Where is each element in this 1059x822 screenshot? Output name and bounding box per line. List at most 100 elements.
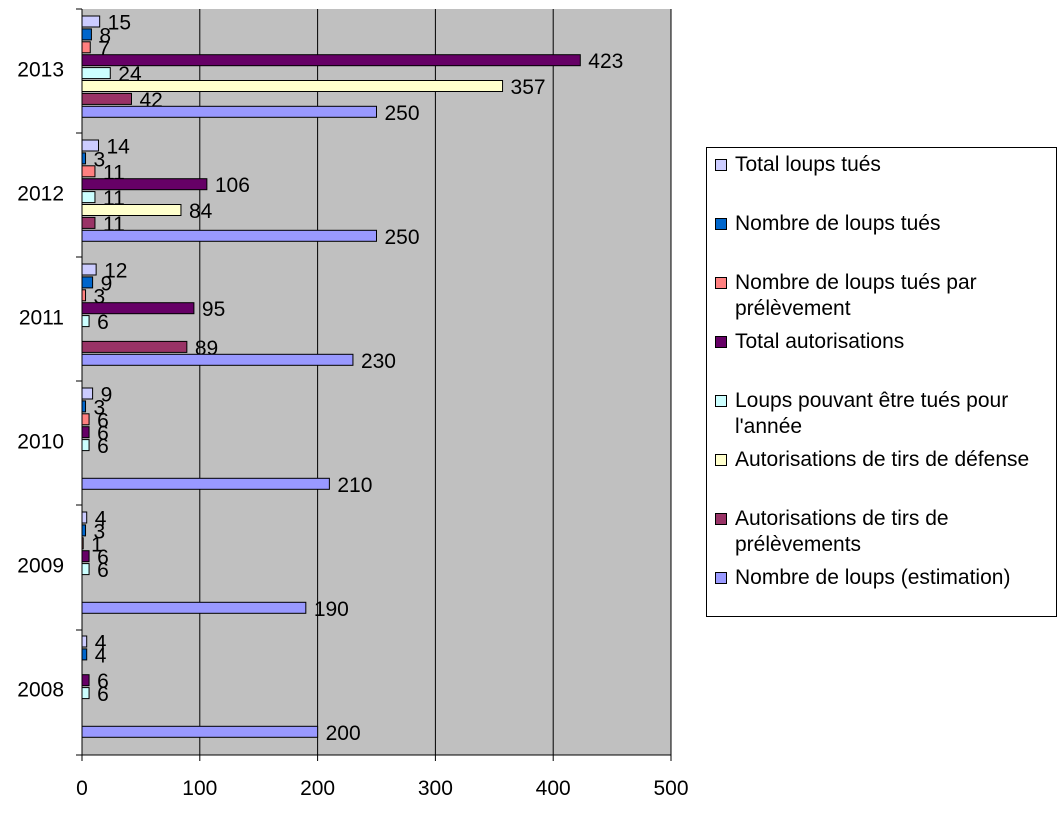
bar bbox=[81, 289, 87, 302]
data-label: 200 bbox=[326, 722, 361, 745]
data-label: 1 bbox=[91, 533, 103, 556]
data-label: 3 bbox=[94, 285, 106, 308]
data-label: 423 bbox=[588, 50, 623, 73]
data-label: 250 bbox=[385, 226, 420, 249]
data-label: 9 bbox=[101, 384, 113, 407]
data-label: 95 bbox=[202, 298, 225, 321]
data-label: 210 bbox=[337, 474, 372, 497]
x-tick-label: 300 bbox=[418, 777, 453, 800]
data-label: 6 bbox=[97, 670, 109, 693]
data-label: 9 bbox=[101, 272, 113, 295]
legend-swatch bbox=[715, 513, 727, 525]
data-label: 6 bbox=[97, 546, 109, 569]
bar bbox=[81, 400, 87, 413]
legend-label: Loups pouvant être tués pour l'année bbox=[735, 389, 1009, 438]
data-label: 106 bbox=[215, 174, 250, 197]
y-tick-label: 2009 bbox=[17, 555, 64, 578]
data-label: 15 bbox=[108, 12, 131, 35]
data-label: 3 bbox=[94, 520, 106, 543]
bar bbox=[81, 54, 581, 67]
x-tick-label: 0 bbox=[76, 777, 88, 800]
data-label: 8 bbox=[99, 24, 111, 47]
legend-label: Autorisations de tirs de défense bbox=[735, 448, 1030, 471]
data-label: 3 bbox=[94, 148, 106, 171]
data-label: 6 bbox=[97, 422, 109, 445]
bar bbox=[81, 315, 90, 328]
legend-label: Nombre de loups tués par prélèvement bbox=[735, 271, 977, 320]
bar bbox=[81, 67, 111, 80]
data-label: 6 bbox=[97, 435, 109, 458]
bar bbox=[81, 511, 88, 524]
bar bbox=[81, 601, 307, 614]
legend-swatch bbox=[715, 454, 727, 466]
bar bbox=[81, 340, 188, 353]
legend-swatch bbox=[715, 159, 727, 171]
bar bbox=[81, 139, 99, 152]
bar bbox=[81, 28, 92, 41]
data-label: 7 bbox=[98, 37, 110, 60]
bar bbox=[81, 165, 96, 178]
bar bbox=[81, 204, 182, 216]
legend-label: Total loups tués bbox=[735, 153, 881, 176]
data-label: 230 bbox=[361, 350, 396, 373]
data-label: 12 bbox=[104, 260, 127, 283]
legend-label: Total autorisations bbox=[735, 330, 905, 353]
bar bbox=[81, 80, 504, 92]
data-label: 3 bbox=[94, 396, 106, 419]
legend-label: Autorisations de tirs de prélèvements bbox=[735, 507, 949, 556]
bar bbox=[81, 229, 377, 242]
bar bbox=[81, 635, 88, 648]
bar bbox=[81, 191, 96, 204]
data-label: 6 bbox=[97, 409, 109, 432]
data-label: 4 bbox=[95, 508, 107, 531]
x-tick-label: 400 bbox=[536, 777, 571, 800]
bar bbox=[81, 439, 90, 452]
y-tick-label: 2012 bbox=[17, 183, 64, 206]
legend-label: Nombre de loups tués bbox=[735, 212, 941, 235]
data-label: 84 bbox=[189, 200, 213, 223]
bar bbox=[81, 387, 94, 400]
x-tick-label: 100 bbox=[182, 777, 217, 800]
x-tick-label: 500 bbox=[653, 777, 688, 800]
y-tick-label: 2013 bbox=[17, 59, 64, 82]
bar bbox=[81, 674, 90, 687]
bar bbox=[81, 426, 90, 439]
bar bbox=[81, 276, 94, 289]
bar bbox=[81, 353, 354, 366]
bar bbox=[81, 302, 195, 315]
plot-area bbox=[82, 9, 671, 755]
y-tick-label: 2008 bbox=[17, 679, 64, 702]
bar bbox=[81, 216, 96, 229]
bar bbox=[81, 178, 208, 191]
data-label: 4 bbox=[95, 644, 107, 667]
bar bbox=[81, 687, 90, 700]
data-label: 6 bbox=[97, 311, 109, 334]
bar bbox=[81, 537, 84, 550]
data-label: 14 bbox=[106, 136, 130, 159]
data-label: 4 bbox=[95, 632, 107, 655]
bar bbox=[81, 263, 97, 276]
y-tick-label: 2011 bbox=[19, 307, 64, 330]
legend-swatch bbox=[715, 572, 727, 584]
legend-swatch bbox=[715, 218, 727, 230]
legend-swatch bbox=[715, 395, 727, 407]
bar bbox=[81, 648, 88, 661]
bar bbox=[81, 105, 377, 118]
data-label: 6 bbox=[97, 559, 109, 582]
bar bbox=[81, 550, 90, 563]
data-label: 250 bbox=[385, 102, 420, 125]
bar bbox=[81, 41, 91, 54]
bar bbox=[81, 15, 101, 28]
y-tick-label: 2010 bbox=[17, 431, 64, 454]
bar bbox=[81, 477, 330, 490]
legend-swatch bbox=[715, 277, 727, 289]
x-tick-label: 200 bbox=[300, 777, 335, 800]
bar bbox=[81, 563, 90, 576]
data-label: 190 bbox=[314, 598, 349, 621]
bar bbox=[81, 725, 319, 738]
data-label: 6 bbox=[97, 683, 109, 706]
bar bbox=[81, 524, 87, 537]
legend-label: Nombre de loups (estimation) bbox=[735, 566, 1011, 589]
